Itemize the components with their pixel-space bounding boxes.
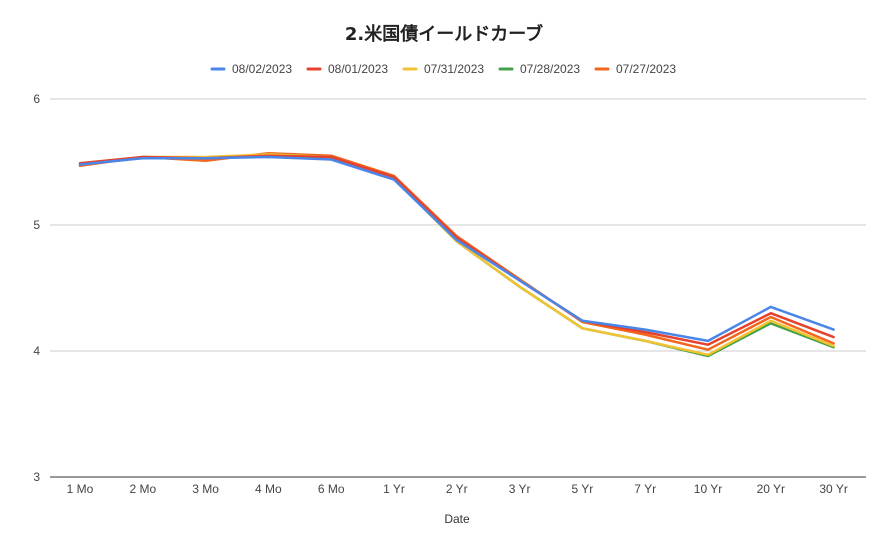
legend: 08/02/2023 08/01/2023 07/31/2023 07/28/2023… <box>210 62 676 76</box>
chart-title: 2.米国債イールドカーブ <box>345 23 543 45</box>
legend-label: 07/27/2023 <box>616 62 676 76</box>
grid <box>50 98 866 478</box>
x-tick-label: 2 Mo <box>129 482 156 496</box>
legend-label: 08/01/2023 <box>328 62 388 76</box>
series-line-07/27/2023 <box>78 151 835 351</box>
y-axis: 3 4 5 6 <box>33 92 40 484</box>
x-tick-label: 7 Yr <box>634 482 656 496</box>
x-tick-label: 1 Mo <box>67 482 94 496</box>
y-tick-label: 3 <box>33 470 40 484</box>
x-axis: 1 Mo 2 Mo 3 Mo 4 Mo 6 Mo 1 Yr 2 Yr 3 Yr 5 Yr 7 Yr… <box>67 482 848 496</box>
series-group <box>78 151 835 358</box>
x-tick-label: 1 Yr <box>383 482 405 496</box>
x-tick-label: 20 Yr <box>757 482 785 496</box>
y-tick-label: 6 <box>33 92 40 106</box>
x-tick-label: 6 Mo <box>318 482 345 496</box>
y-tick-label: 4 <box>33 344 40 358</box>
series-line-08/02/2023 <box>78 155 835 343</box>
legend-label: 08/02/2023 <box>232 62 292 76</box>
x-tick-label: 3 Mo <box>192 482 219 496</box>
y-tick-label: 5 <box>33 218 40 232</box>
x-tick-label: 30 Yr <box>819 482 847 496</box>
x-tick-label: 4 Mo <box>255 482 282 496</box>
legend-label: 07/28/2023 <box>520 62 580 76</box>
series-line-07/28/2023 <box>78 153 835 358</box>
legend-label: 07/31/2023 <box>424 62 484 76</box>
x-tick-label: 5 Yr <box>572 482 594 496</box>
series-line-07/31/2023 <box>78 153 835 357</box>
x-tick-label: 10 Yr <box>694 482 722 496</box>
series-line-08/01/2023 <box>78 154 835 346</box>
x-tick-label: 2 Yr <box>446 482 468 496</box>
x-tick-label: 3 Yr <box>509 482 531 496</box>
x-axis-title: Date <box>444 512 470 526</box>
